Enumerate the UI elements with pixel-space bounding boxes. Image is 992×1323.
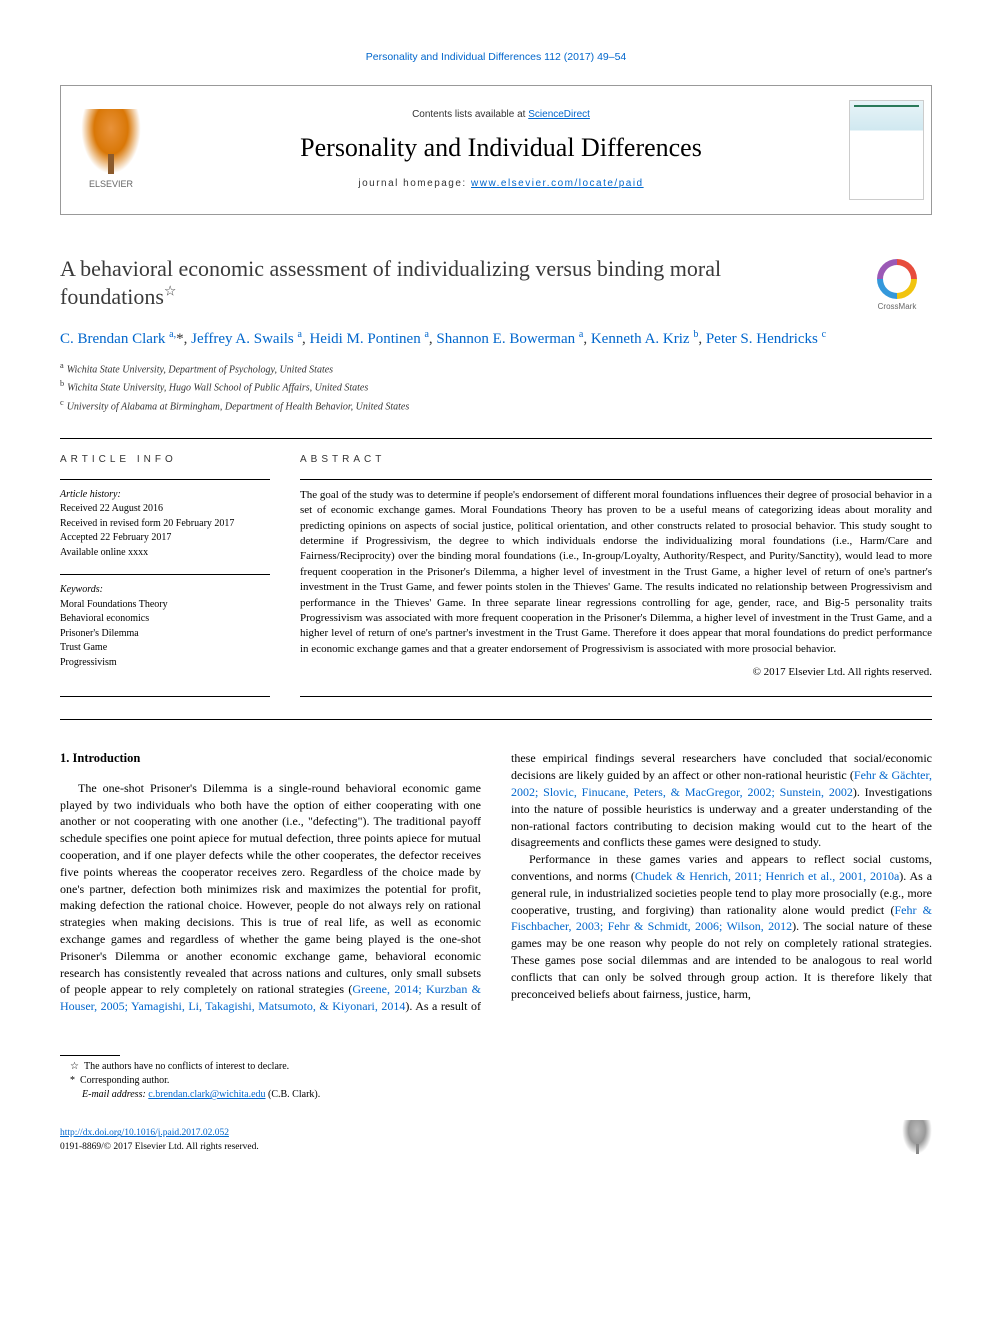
title-footnote-marker: ☆ [164,285,177,300]
crossmark-badge[interactable]: CrossMark [862,259,932,312]
affiliation-c: cUniversity of Alabama at Birmingham, De… [60,397,932,414]
contents-prefix: Contents lists available at [412,109,528,120]
doi-link[interactable]: http://dx.doi.org/10.1016/j.paid.2017.02… [60,1128,229,1138]
keywords: Keywords: Moral Foundations Theory Behav… [60,583,270,670]
journal-header: ELSEVIER Contents lists available at Sci… [60,85,932,215]
author-link[interactable]: Shannon E. Bowerman [436,331,575,347]
journal-name: Personality and Individual Differences [181,130,821,166]
author-link[interactable]: Peter S. Hendricks [706,331,818,347]
rule [60,438,932,439]
section-heading-introduction: 1. Introduction [60,750,481,768]
journal-homepage-line: journal homepage: www.elsevier.com/locat… [181,177,821,191]
issn-copyright: 0191-8869/© 2017 Elsevier Ltd. All right… [60,1141,259,1154]
affiliation-link[interactable]: a [579,329,583,340]
received-date: Received 22 August 2016 [60,502,270,517]
rule [60,479,270,480]
rule [300,696,932,697]
affiliation-link[interactable]: a [298,329,302,340]
abstract-copyright: © 2017 Elsevier Ltd. All rights reserved… [300,665,932,680]
footnote-email: E-mail address: c.brendan.clark@wichita.… [60,1088,461,1102]
email-attribution: (C.B. Clark). [268,1089,320,1100]
footnote-conflict: ☆ The authors have no conflicts of inter… [60,1060,461,1074]
elsevier-tree-icon [81,109,141,174]
article-title-text: A behavioral economic assessment of indi… [60,256,721,310]
affiliation-link[interactable]: a [424,329,428,340]
article-history: Article history: Received 22 August 2016… [60,488,270,561]
affiliation-b: bWichita State University, Hugo Wall Sch… [60,378,932,395]
keyword: Prisoner's Dilemma [60,627,270,642]
affiliation-link[interactable]: b [693,329,698,340]
author-link[interactable]: Jeffrey A. Swails [191,331,294,347]
footnote-rule [60,1055,120,1056]
keyword: Trust Game [60,641,270,656]
journal-citation-link[interactable]: Personality and Individual Differences 1… [60,50,932,65]
contents-line: Contents lists available at ScienceDirec… [181,108,821,122]
journal-homepage-link[interactable]: www.elsevier.com/locate/paid [471,178,644,189]
rule [60,574,270,575]
keyword: Moral Foundations Theory [60,598,270,613]
footnotes: ☆ The authors have no conflicts of inter… [60,1055,461,1102]
citation-link[interactable]: Chudek & Henrich, 2011; Henrich et al., … [635,869,899,883]
elsevier-logo: ELSEVIER [61,86,161,214]
crossmark-label: CrossMark [862,301,932,312]
homepage-prefix: journal homepage: [358,178,471,189]
abstract-label: abstract [300,453,932,467]
article-info-label: article info [60,453,270,467]
footnote-corresponding: * Corresponding author. [60,1074,461,1088]
cover-image [849,100,924,200]
elsevier-mini-icon [902,1120,932,1154]
rule [60,719,932,720]
author-link[interactable]: C. Brendan Clark [60,331,165,347]
authors-list: C. Brendan Clark a,*, Jeffrey A. Swails … [60,328,932,350]
keyword: Behavioral economics [60,612,270,627]
accepted-date: Accepted 22 February 2017 [60,531,270,546]
publisher-name: ELSEVIER [89,178,133,191]
revised-date: Received in revised form 20 February 201… [60,517,270,532]
online-date: Available online xxxx [60,546,270,561]
article-body: 1. Introduction The one-shot Prisoner's … [60,750,932,1015]
affiliation-a: aWichita State University, Department of… [60,360,932,377]
sciencedirect-link[interactable]: ScienceDirect [528,109,590,120]
rule [300,479,932,480]
article-title: A behavioral economic assessment of indi… [60,255,842,312]
keywords-heading: Keywords: [60,583,270,598]
abstract-text: The goal of the study was to determine i… [300,488,932,657]
affiliation-link[interactable]: a [169,329,173,340]
journal-cover-thumb [841,86,931,214]
page-footer: http://dx.doi.org/10.1016/j.paid.2017.02… [60,1120,932,1154]
affiliations: aWichita State University, Department of… [60,360,932,414]
history-heading: Article history: [60,488,270,503]
author-link[interactable]: Heidi M. Pontinen [309,331,420,347]
corresponding-email-link[interactable]: c.brendan.clark@wichita.edu [148,1089,265,1100]
keyword: Progressivism [60,656,270,671]
author-link[interactable]: Kenneth A. Kriz [591,331,690,347]
body-paragraph: Performance in these games varies and ap… [511,851,932,1002]
crossmark-icon [877,259,917,299]
email-label: E-mail address: [82,1089,146,1100]
affiliation-link[interactable]: c [822,329,826,340]
rule [60,696,270,697]
